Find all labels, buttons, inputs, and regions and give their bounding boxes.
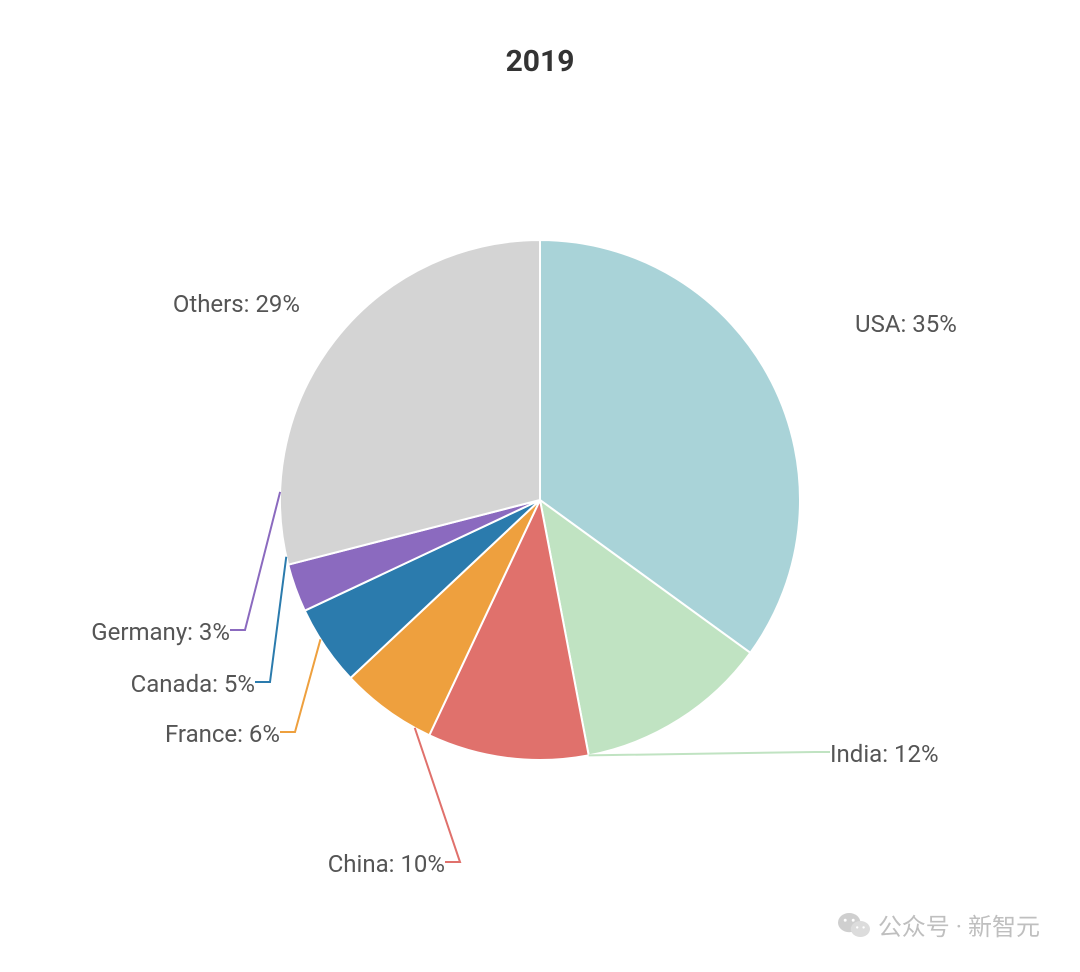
slice-label-china: China: 10% <box>328 850 445 878</box>
slice-label-canada: Canada: 5% <box>131 670 255 698</box>
leader-line-india <box>589 752 830 755</box>
slice-label-france: France: 6% <box>165 720 280 748</box>
wechat-icon <box>838 911 870 939</box>
slice-label-usa: USA: 35% <box>855 310 957 338</box>
slice-label-india: India: 12% <box>830 740 939 768</box>
leader-line-china <box>415 728 460 862</box>
slice-label-germany: Germany: 3% <box>91 618 230 646</box>
watermark: 公众号 · 新智元 <box>838 907 1040 942</box>
slice-label-others: Others: 29% <box>173 290 300 318</box>
leader-line-germany <box>230 492 280 630</box>
leader-line-france <box>280 639 320 732</box>
watermark-text: 公众号 · 新智元 <box>878 907 1040 942</box>
pie-chart-svg <box>0 0 1080 972</box>
pie-chart: USA: 35% India: 12% China: 10% France: 6% Ca… <box>0 0 1080 972</box>
